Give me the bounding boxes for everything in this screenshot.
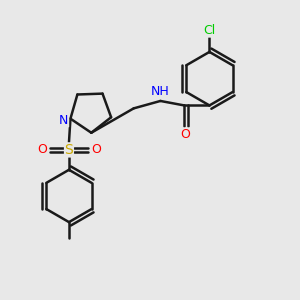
Text: O: O <box>181 128 190 141</box>
Text: Cl: Cl <box>203 24 216 37</box>
Text: S: S <box>64 143 73 157</box>
Text: O: O <box>91 143 101 156</box>
Text: N: N <box>59 114 69 127</box>
Text: O: O <box>37 143 47 156</box>
Text: NH: NH <box>151 85 170 98</box>
